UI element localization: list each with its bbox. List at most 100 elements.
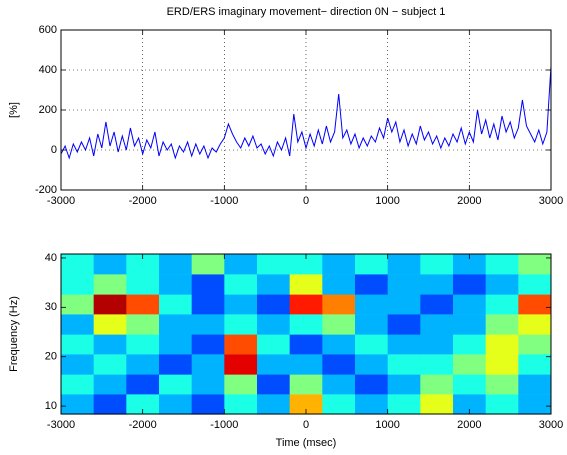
heatmap-cell (420, 354, 454, 375)
heatmap-cell (126, 274, 160, 295)
heatmap-cell (387, 293, 421, 315)
heatmap-cell (518, 253, 552, 275)
heatmap-cell (289, 354, 323, 375)
heatmap-cell (322, 274, 356, 295)
heatmap-cell (322, 253, 356, 275)
heatmap-cell (224, 253, 258, 275)
heatmap-cell (289, 293, 323, 315)
heatmap-cell (93, 274, 127, 295)
heatmap-cell (355, 314, 389, 335)
heatmap-cell (93, 354, 127, 375)
heatmap-cell (126, 394, 160, 415)
x-tick-label: -1000 (210, 419, 238, 431)
x-axis-label: Time (msec) (276, 437, 337, 449)
x-tick-label: 1000 (375, 195, 399, 207)
heatmap-cell (191, 354, 225, 375)
x-tick-label: 0 (303, 419, 309, 431)
x-tick-label: 3000 (539, 419, 563, 431)
y-axis-label: Frequency (Hz) (8, 296, 20, 372)
heatmap-cell (191, 373, 225, 395)
x-tick-label: 3000 (539, 195, 563, 207)
heatmap-cell (191, 274, 225, 295)
heatmap-cell (61, 394, 95, 415)
heatmap-cell (191, 314, 225, 335)
heatmap-cell (322, 394, 356, 415)
heatmap-cell (93, 253, 127, 275)
chart-title: ERD/ERS imaginary movement− direction 0N… (167, 6, 446, 18)
heatmap-cell (322, 333, 356, 355)
heatmap-cell (453, 274, 487, 295)
heatmap-cell (61, 354, 95, 375)
heatmap-cell (289, 394, 323, 415)
heatmap-cell (355, 293, 389, 315)
heatmap-cell (61, 253, 95, 275)
heatmap-cell (257, 354, 291, 375)
heatmap-cell (93, 373, 127, 395)
heatmap-cell (224, 274, 258, 295)
x-tick-label: 2000 (457, 195, 481, 207)
heatmap-cell (191, 394, 225, 415)
heatmap-cell (257, 253, 291, 275)
heatmap-cell (387, 314, 421, 335)
heatmap-cell (257, 274, 291, 295)
heatmap-cell (126, 354, 160, 375)
x-tick-label: 1000 (375, 419, 399, 431)
x-tick-label: -2000 (129, 195, 157, 207)
heatmap-cell (126, 314, 160, 335)
heatmap-cell (159, 333, 193, 355)
heatmap-cell (191, 293, 225, 315)
heatmap-cell (191, 333, 225, 355)
x-tick-label: -1000 (210, 195, 238, 207)
heatmap-cell (355, 274, 389, 295)
heatmap-cell (289, 373, 323, 395)
x-tick-label: 0 (303, 195, 309, 207)
heatmap-cell (453, 314, 487, 335)
heatmap-cell (159, 373, 193, 395)
heatmap-cell (485, 354, 519, 375)
x-tick-label: -3000 (47, 195, 75, 207)
heatmap-cell (61, 373, 95, 395)
heatmap-cell (485, 314, 519, 335)
y-tick-label: 40 (45, 252, 57, 264)
heatmap-cell (93, 394, 127, 415)
heatmap-cell (355, 373, 389, 395)
x-tick-label: -2000 (129, 419, 157, 431)
heatmap-cell (61, 333, 95, 355)
heatmap-cell (224, 394, 258, 415)
heatmap-cell (355, 354, 389, 375)
heatmap-cell (61, 314, 95, 335)
heatmap-cell (387, 394, 421, 415)
heatmap-cell (224, 333, 258, 355)
heatmap-cell (257, 333, 291, 355)
heatmap-cell (420, 394, 454, 415)
heatmap-cell (518, 354, 552, 375)
heatmap-cell (387, 354, 421, 375)
heatmap-cell (289, 274, 323, 295)
heatmap-cell (518, 373, 552, 395)
heatmap-cell (61, 274, 95, 295)
heatmap-cell (257, 373, 291, 395)
heatmap-cell (420, 373, 454, 395)
heatmap-cell (322, 373, 356, 395)
heatmap-cell (518, 274, 552, 295)
heatmap-cell (159, 314, 193, 335)
heatmap-cell (355, 394, 389, 415)
heatmap-cell (322, 314, 356, 335)
y-tick-label: -200 (35, 184, 57, 196)
heatmap-cell (224, 293, 258, 315)
heatmap-cell (420, 293, 454, 315)
y-tick-label: 200 (39, 104, 57, 116)
heatmap-cell (485, 253, 519, 275)
heatmap-cell (485, 293, 519, 315)
y-tick-label: 400 (39, 64, 57, 76)
heatmap-cell (159, 293, 193, 315)
heatmap-cell (387, 333, 421, 355)
heatmap-cell (453, 394, 487, 415)
heatmap-cell (322, 354, 356, 375)
heatmap-cell (355, 253, 389, 275)
heatmap-cell (61, 293, 95, 315)
heatmap-cell (257, 394, 291, 415)
y-tick-label: 20 (45, 351, 57, 363)
heatmap-cell (485, 274, 519, 295)
